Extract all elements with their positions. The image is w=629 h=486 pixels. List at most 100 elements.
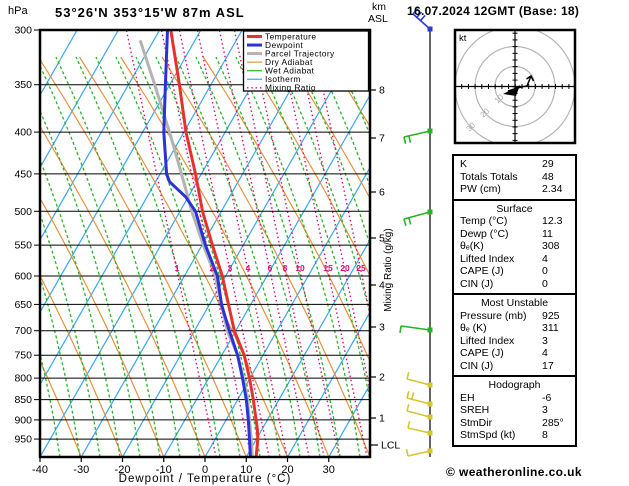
svg-text:600: 600 [14, 270, 32, 282]
stat-value: 285° [542, 416, 564, 429]
station-title: 53°26'N 353°15'W 87m ASL [55, 5, 245, 20]
stats-panel: Hodograph EH -6 SREH 3 StmDir 285° StmSpd (kt) 8 [452, 375, 577, 447]
stat-label: CAPE (J) [460, 265, 504, 277]
legend-label: Mixing Ratio [265, 83, 316, 93]
stat-row: Dewp (°C) 11 [454, 228, 575, 241]
svg-text:350: 350 [14, 79, 32, 91]
stat-row: CAPE (J) 4 [454, 347, 575, 360]
svg-text:900: 900 [14, 414, 32, 426]
stat-row: Temp (°C) 12.3 [454, 215, 575, 228]
stat-row: StmDir 285° [454, 417, 575, 430]
temperature-curve [169, 30, 260, 457]
stat-value: 308 [542, 240, 560, 252]
svg-text:-10: -10 [156, 464, 172, 476]
svg-text:300: 300 [14, 25, 32, 37]
svg-text:1: 1 [379, 413, 385, 425]
stat-row: Totals Totals 48 [454, 171, 575, 184]
svg-text:7: 7 [379, 133, 385, 145]
svg-text:8: 8 [379, 85, 385, 97]
svg-text:3: 3 [228, 263, 233, 273]
svg-text:5: 5 [379, 233, 385, 245]
mixing-ratio-lines [125, 30, 370, 457]
svg-text:6: 6 [379, 187, 385, 199]
stat-value: 12.3 [542, 215, 563, 227]
svg-text:6: 6 [268, 263, 273, 273]
temperature-axis: -40 -30 -20 -10 0 10 20 30 Dewpoint / Temperatur… [32, 457, 335, 485]
svg-text:4: 4 [379, 280, 385, 292]
svg-text:30: 30 [323, 464, 335, 476]
svg-text:4: 4 [246, 263, 251, 273]
legend-label: Parcel Trajectory [265, 48, 335, 58]
stat-row: CIN (J) 17 [454, 360, 575, 373]
stat-value: 4 [542, 347, 548, 359]
wind-barb [407, 420, 433, 436]
svg-text:10: 10 [240, 464, 252, 476]
plot-area: 1 2 3 4 6 8 10 15 20 25 [40, 30, 370, 457]
stat-row: θₑ(K) 308 [454, 240, 575, 253]
svg-text:20: 20 [281, 464, 293, 476]
svg-text:500: 500 [14, 206, 32, 218]
stat-row: Lifted Index 4 [454, 253, 575, 266]
stat-value: 17 [542, 359, 554, 372]
wind-barb [406, 391, 433, 407]
stat-value: 29 [542, 158, 554, 170]
stat-row: EH -6 [454, 392, 575, 405]
legend-label: Isotherm [265, 74, 301, 84]
svg-text:2: 2 [210, 263, 215, 273]
stat-row: K 29 [454, 158, 575, 171]
stat-label: θₑ(K) [460, 240, 484, 252]
footer-credit: © weatheronline.co.uk [446, 465, 582, 479]
wind-barb [406, 372, 433, 388]
stat-label: Dewp (°C) [460, 227, 509, 240]
stat-label: EH [460, 391, 475, 404]
svg-text:-30: -30 [73, 464, 89, 476]
stat-label: SREH [460, 404, 490, 416]
svg-text:850: 850 [14, 394, 32, 406]
stat-label: θₑ (K) [460, 322, 487, 334]
svg-text:800: 800 [14, 373, 32, 385]
dewpoint-curve [162, 30, 252, 457]
stat-value: 311 [542, 322, 559, 334]
svg-text:950: 950 [14, 434, 32, 446]
stats-panel-title: Hodograph [488, 379, 541, 391]
xaxis-title: Dewpoint / Temperature (°C) [119, 473, 292, 485]
stat-value: 0 [542, 277, 548, 290]
svg-text:-20: -20 [115, 464, 131, 476]
pressure-unit-label: hPa [8, 5, 28, 17]
stats-panel: K 29 Totals Totals 48 PW (cm) 2.34 [452, 154, 577, 201]
stat-value: 3 [542, 334, 548, 347]
altitude-unit-label: ASL [368, 13, 388, 25]
svg-text:2: 2 [379, 372, 385, 384]
stat-value: 4 [542, 252, 548, 265]
stat-label: PW (cm) [460, 183, 501, 195]
stat-value: 2.34 [542, 183, 563, 195]
legend-label: Wet Adiabat [265, 66, 315, 76]
stat-value: 11 [542, 227, 553, 240]
stat-value: -6 [542, 391, 552, 404]
svg-text:700: 700 [14, 325, 32, 337]
altitude-unit-label: km [372, 1, 386, 13]
stat-label: StmDir [460, 416, 493, 429]
pressure-gridlines [40, 84, 370, 440]
stat-label: Pressure (mb) [460, 309, 527, 322]
storm-motion-arrow [503, 85, 520, 96]
stat-value: 8 [542, 429, 548, 441]
wind-barb-column [399, 8, 433, 457]
lcl-label: LCL [381, 440, 400, 452]
legend-label: Temperature [265, 31, 316, 41]
legend-label: Dewpoint [265, 40, 303, 50]
stat-row: StmSpd (kt) 8 [454, 429, 575, 442]
hodograph-unit-label: kt [459, 33, 467, 44]
stat-row: CAPE (J) 0 [454, 265, 575, 278]
wind-barb [412, 8, 433, 32]
stat-value: 925 [542, 309, 560, 322]
stat-label: CIN (J) [460, 277, 494, 290]
svg-text:550: 550 [14, 240, 32, 252]
wind-barb [403, 128, 433, 145]
svg-text:450: 450 [14, 168, 32, 180]
wind-barb [399, 325, 433, 334]
stat-row: CIN (J) 0 [454, 278, 575, 291]
svg-text:1: 1 [175, 263, 180, 273]
mixing-ratio-labels: 1 2 3 4 6 8 10 15 20 25 [175, 263, 366, 273]
